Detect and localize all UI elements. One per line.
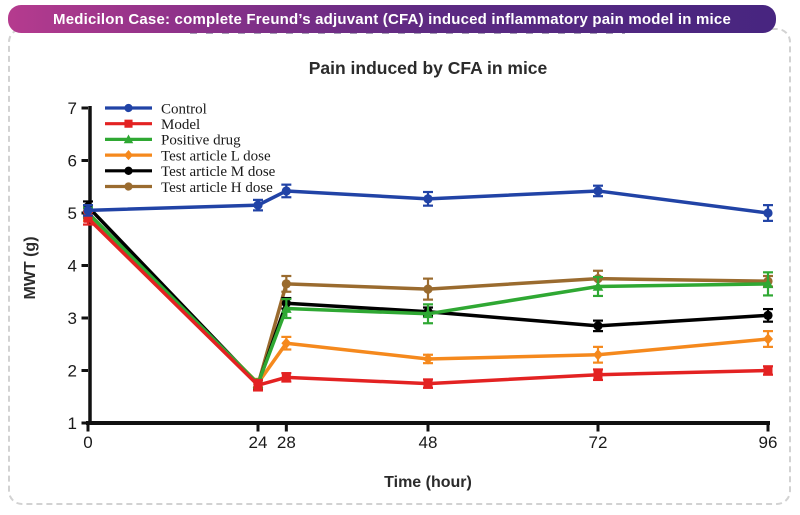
y-tick-label: 4 <box>68 257 77 276</box>
y-tick-label: 6 <box>68 152 77 171</box>
axes: 0 24 28 48 72 96 1 2 3 4 5 6 7 <box>68 99 778 452</box>
legend-item-model: Model <box>105 117 200 133</box>
y-tick-label: 3 <box>68 309 77 328</box>
legend-item-control: Control <box>105 101 207 117</box>
x-tick-label: 48 <box>419 433 438 452</box>
series-control <box>83 183 773 222</box>
y-tick-label: 1 <box>68 414 77 433</box>
series-model <box>83 210 773 392</box>
x-axis-label: Time (hour) <box>384 474 472 491</box>
legend-label: Control <box>161 101 207 117</box>
legend-label: Positive drug <box>161 133 241 149</box>
y-tick-label: 2 <box>68 362 77 381</box>
x-tick-label: 96 <box>759 433 778 452</box>
legend-label: Test article H dose <box>161 180 273 196</box>
legend-label: Model <box>161 117 200 133</box>
y-tick-label: 7 <box>68 99 77 118</box>
x-tick-label: 0 <box>83 433 92 452</box>
x-tick-label: 72 <box>589 433 608 452</box>
legend-label: Test article L dose <box>161 148 271 164</box>
legend-item-test-article-m-dose: Test article M dose <box>105 164 276 180</box>
x-tick-label: 24 <box>249 433 268 452</box>
case-banner: Medicilon Case: complete Freund’s adjuva… <box>8 5 776 33</box>
legend-item-test-article-l-dose: Test article L dose <box>105 148 271 164</box>
banner-text: Medicilon Case: complete Freund’s adjuva… <box>53 10 731 28</box>
legend-item-positive-drug: Positive drug <box>105 133 241 149</box>
chart-title: Pain induced by CFA in mice <box>308 58 548 78</box>
y-tick-label: 5 <box>68 204 77 223</box>
y-axis-label: MWT (g) <box>22 236 39 300</box>
legend-label: Test article M dose <box>161 164 276 180</box>
legend-item-test-article-h-dose: Test article H dose <box>105 180 273 196</box>
x-tick-label: 28 <box>277 433 296 452</box>
